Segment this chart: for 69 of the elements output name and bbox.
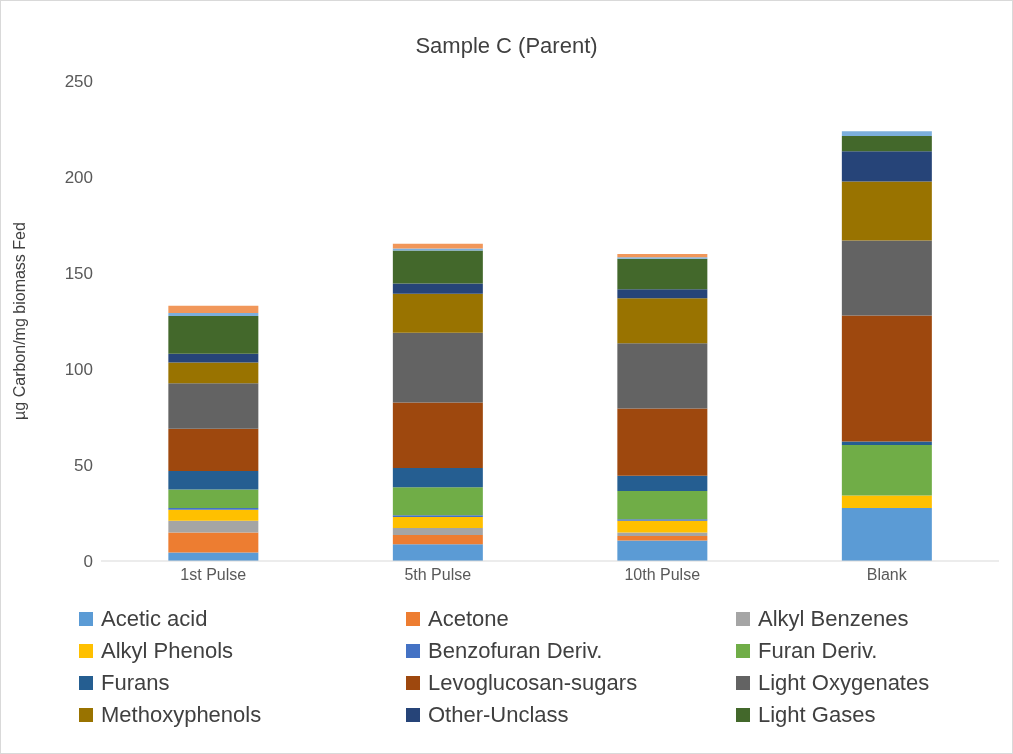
bar	[617, 540, 708, 561]
y-axis-title: µg Carbon/mg biomass Fed	[10, 222, 28, 420]
bar	[168, 362, 259, 384]
legend-label: Furans	[101, 670, 170, 696]
bar	[841, 508, 932, 561]
bar	[168, 312, 259, 317]
bar	[168, 470, 259, 490]
legend-label: Acetic acid	[101, 606, 208, 632]
bar	[168, 509, 259, 521]
bar	[168, 489, 259, 509]
bar	[841, 315, 932, 442]
bar	[392, 487, 483, 516]
bar	[392, 243, 483, 249]
bar	[168, 305, 259, 313]
bar	[617, 491, 708, 520]
bar	[168, 316, 259, 354]
bar	[841, 240, 932, 316]
legend-label: Alkyl Phenols	[101, 638, 234, 664]
bar	[392, 467, 483, 488]
bar	[617, 408, 708, 476]
x-tick-label: Blank	[866, 566, 908, 584]
x-tick-label: 1st Pulse	[180, 566, 247, 584]
bar	[841, 135, 932, 152]
bar	[617, 536, 708, 541]
bar	[168, 383, 259, 429]
legend-label: Levoglucosan-sugars	[428, 670, 638, 696]
legend-label: Other-Unclass	[428, 702, 569, 728]
bar	[841, 445, 932, 496]
bar	[841, 181, 932, 241]
legend-label: Methoxyphenols	[101, 702, 262, 728]
bar	[168, 520, 259, 533]
bar	[841, 495, 932, 509]
bar	[392, 293, 483, 333]
bar	[617, 289, 708, 299]
bar	[392, 283, 483, 294]
bar	[617, 532, 708, 537]
y-tick-label: 0	[83, 552, 93, 572]
bar	[617, 258, 708, 290]
legend-label: Alkyl Benzenes	[758, 606, 909, 632]
bar	[168, 428, 259, 471]
x-tick-label: 5th Pulse	[404, 566, 472, 584]
bar	[841, 151, 932, 182]
bar	[392, 250, 483, 284]
bar	[392, 544, 483, 561]
bar	[392, 535, 483, 545]
bar	[617, 520, 708, 533]
legend-label: Benzofuran Deriv.	[428, 638, 603, 664]
bar	[617, 343, 708, 409]
y-tick-label: 50	[74, 456, 93, 476]
bar	[392, 402, 483, 468]
bar	[168, 353, 259, 363]
bar	[617, 253, 708, 258]
bar	[168, 532, 259, 553]
legend-label: Acetone	[428, 606, 509, 632]
y-tick-label: 250	[64, 72, 93, 92]
legend-label: Light Oxygenates	[758, 670, 930, 696]
bar	[392, 527, 483, 536]
bar	[392, 517, 483, 528]
bar	[617, 298, 708, 344]
x-tick-label: 10th Pulse	[624, 566, 701, 584]
chart-title: Sample C (Parent)	[414, 33, 599, 59]
legend-label: Light Gases	[758, 702, 876, 728]
y-tick-label: 100	[64, 360, 93, 380]
bar	[617, 475, 708, 492]
y-tick-label: 200	[64, 168, 93, 188]
bar	[392, 332, 483, 403]
legend-label: Furan Deriv.	[758, 638, 878, 664]
bar	[841, 131, 932, 136]
y-tick-label: 150	[64, 264, 93, 284]
